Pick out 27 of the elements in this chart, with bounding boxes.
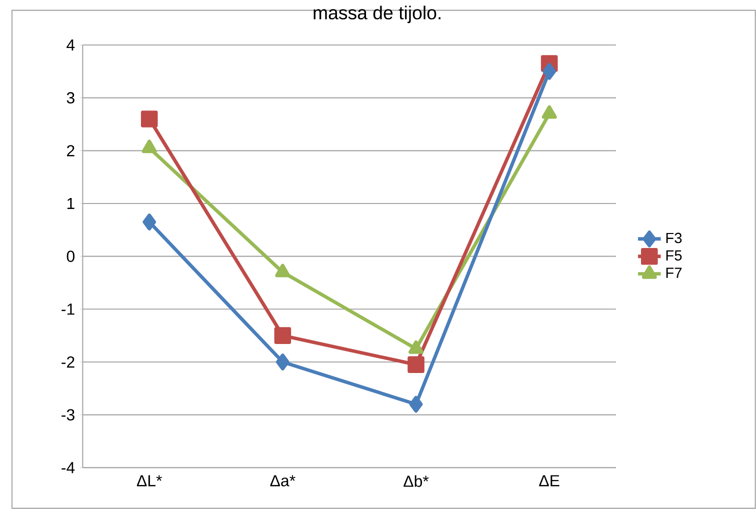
point [142,140,157,154]
point [542,63,556,80]
y-tick-label: 1 [67,198,74,209]
x-tick-label: Δa* [270,475,296,486]
y-tick-label: -4 [62,462,75,474]
point [140,110,158,128]
chart-title: massa de tijolo. [314,6,440,24]
x-tick-label: ΔE [539,475,560,486]
y-tick-label: -3 [62,409,74,420]
y-tick-label: 4 [66,40,75,50]
y-tick-label: -1 [62,304,74,315]
point [142,214,156,230]
y-tick-label: 3 [66,92,74,104]
legend-label: F7 [666,268,682,278]
point [542,105,557,119]
y-tick-label: -2 [62,356,74,368]
point [274,327,292,344]
legend-label: F3 [666,232,682,244]
x-tick-label: Δb* [404,475,429,487]
y-tick-label: 0 [66,250,74,262]
point [276,354,290,370]
x-tick-label: ΔL* [136,475,162,486]
point [408,356,424,374]
point [275,264,290,278]
point [409,396,423,413]
legend-label: F5 [666,250,682,261]
y-tick-label: 2 [67,145,74,156]
